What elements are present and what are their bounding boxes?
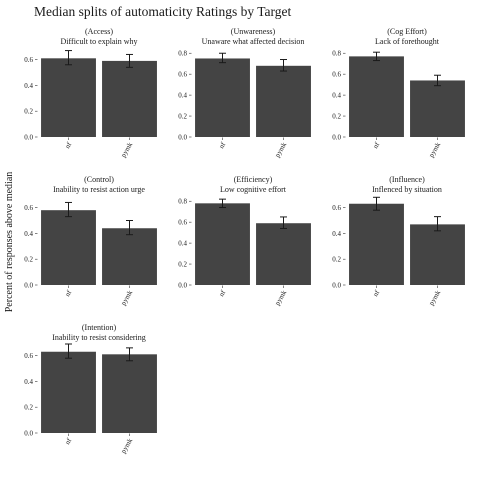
panel-grid: (Access)Difficult to explain why 0.0 0.2 0.… <box>24 27 465 455</box>
x-tick-label: pymk <box>119 141 134 159</box>
bar-nf <box>195 203 250 285</box>
y-tick-label: 0.4 <box>178 92 187 100</box>
panel-6: (Influence)Inflenced by situation 0.0 0.2 0… <box>332 175 465 307</box>
panel-strip-title: (Access) <box>85 27 113 36</box>
x-tick-label: pymk <box>119 289 134 307</box>
x-tick-label: pymk <box>427 141 442 159</box>
y-tick-label: 0.2 <box>332 113 341 121</box>
y-tick-label: 0.0 <box>24 134 33 142</box>
x-tick-label: nf <box>371 288 381 298</box>
y-axis-label: Percent of responses above median <box>4 172 15 313</box>
y-tick-label: 0.4 <box>178 240 187 248</box>
y-tick-label: 0.6 <box>332 204 341 212</box>
y-tick-label: 0.8 <box>178 198 187 206</box>
panel-strip-subtitle: Difficult to explain why <box>61 37 138 46</box>
y-tick-label: 0.2 <box>178 261 187 269</box>
panel-3: (Cog Effort)Lack of forethought 0.0 0.2 0.4… <box>332 27 465 159</box>
x-tick-label: nf <box>63 140 73 150</box>
x-tick-label: nf <box>63 436 73 446</box>
y-tick-label: 0.8 <box>332 50 341 58</box>
panel-strip-subtitle: Lack of forethought <box>375 37 440 46</box>
y-tick-label: 0.0 <box>24 430 33 438</box>
panel-4: (Control)Inability to resist action urge… <box>24 175 157 307</box>
bar-pymk <box>102 60 157 137</box>
y-tick-label: 0.0 <box>332 282 341 290</box>
y-tick-label: 0.6 <box>24 56 33 64</box>
panel-strip-subtitle: Inability to resist action urge <box>53 185 145 194</box>
x-tick-label: nf <box>371 140 381 150</box>
panel-strip-title: (Unwareness) <box>231 27 276 36</box>
bar-pymk <box>256 223 311 285</box>
bar-nf <box>41 58 96 137</box>
x-tick-label: pymk <box>273 141 288 159</box>
y-tick-label: 0.2 <box>332 256 341 264</box>
y-tick-label: 0.2 <box>24 256 33 264</box>
y-tick-label: 0.6 <box>24 204 33 212</box>
y-tick-label: 0.0 <box>178 134 187 142</box>
panel-strip-title: (Control) <box>84 175 114 184</box>
panel-strip-title: (Cog Effort) <box>387 27 427 36</box>
bar-nf <box>349 56 404 138</box>
y-tick-label: 0.6 <box>332 71 341 79</box>
y-tick-label: 0.6 <box>24 352 33 360</box>
y-tick-label: 0.6 <box>178 219 187 227</box>
panel-strip-subtitle: Low cognitive effort <box>220 185 287 194</box>
bar-pymk <box>410 80 465 137</box>
panel-strip-subtitle: Inflenced by situation <box>372 185 442 194</box>
y-tick-label: 0.2 <box>24 404 33 412</box>
panel-2: (Unwareness)Unaware what affected decisi… <box>178 27 311 159</box>
y-tick-label: 0.8 <box>178 50 187 58</box>
bar-pymk <box>102 228 157 285</box>
x-tick-label: pymk <box>273 289 288 307</box>
x-tick-label: pymk <box>119 437 134 455</box>
bar-nf <box>349 203 404 285</box>
bar-nf <box>41 210 96 285</box>
y-tick-label: 0.6 <box>178 71 187 79</box>
y-tick-label: 0.4 <box>332 92 341 100</box>
y-tick-label: 0.0 <box>178 282 187 290</box>
panel-strip-subtitle: Inability to resist considering <box>52 333 146 342</box>
panel-strip-title: (Efficiency) <box>234 175 273 184</box>
y-tick-label: 0.0 <box>332 134 341 142</box>
y-tick-label: 0.4 <box>24 230 33 238</box>
y-tick-label: 0.4 <box>332 230 341 238</box>
y-tick-label: 0.4 <box>24 82 33 90</box>
y-tick-label: 0.4 <box>24 378 33 386</box>
panel-1: (Access)Difficult to explain why 0.0 0.2 0.… <box>24 27 157 159</box>
panel-7: (Intention)Inability to resist consideri… <box>24 323 157 455</box>
panel-strip-title: (Influence) <box>389 175 425 184</box>
bar-pymk <box>410 224 465 285</box>
bar-nf <box>195 58 250 137</box>
bar-pymk <box>256 65 311 137</box>
panel-strip-subtitle: Unaware what affected decision <box>202 37 305 46</box>
y-tick-label: 0.2 <box>24 108 33 116</box>
panel-5: (Efficiency)Low cognitive effort 0.0 0.2 0.… <box>178 175 311 307</box>
y-tick-label: 0.2 <box>178 113 187 121</box>
bar-nf <box>41 351 96 433</box>
panel-strip-title: (Intention) <box>82 323 117 332</box>
y-tick-label: 0.0 <box>24 282 33 290</box>
x-tick-label: nf <box>217 288 227 298</box>
x-tick-label: nf <box>63 288 73 298</box>
chart-title: Median splits of automaticity Ratings by… <box>34 4 292 19</box>
x-tick-label: pymk <box>427 289 442 307</box>
x-tick-label: nf <box>217 140 227 150</box>
bar-pymk <box>102 354 157 433</box>
